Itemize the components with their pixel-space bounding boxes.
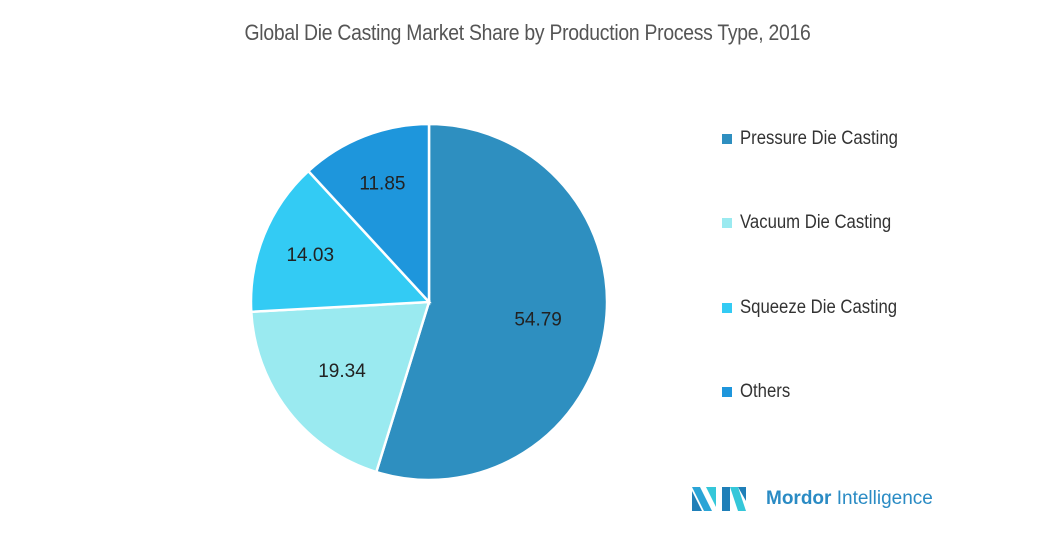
legend-swatch <box>722 134 732 144</box>
legend-swatch <box>722 387 732 397</box>
legend-item-vacuum[interactable]: Vacuum Die Casting <box>722 212 912 234</box>
pie-slice-others[interactable] <box>306 122 431 306</box>
data-label-pressure: 54.79 <box>514 310 562 331</box>
legend-label: Vacuum Die Casting <box>740 212 892 233</box>
legend-label: Others <box>740 381 791 402</box>
legend-swatch <box>722 303 732 313</box>
pie-slice-vacuum[interactable] <box>249 300 431 474</box>
legend-swatch <box>722 218 732 228</box>
chart-title: Global Die Casting Market Share by Produ… <box>244 20 811 45</box>
legend-label: Squeeze Die Casting <box>740 297 898 318</box>
legend-item-pressure[interactable]: Pressure Die Casting <box>722 128 920 150</box>
data-label-squeeze: 14.03 <box>286 245 334 266</box>
legend-item-squeeze[interactable]: Squeeze Die Casting <box>722 297 919 319</box>
legend-item-others[interactable]: Others <box>722 381 797 403</box>
logo-text: Mordor Intelligence <box>766 488 933 510</box>
logo-mark-icon <box>692 487 746 511</box>
logo-text-light: Intelligence <box>836 488 933 509</box>
pie-slice-pressure[interactable] <box>374 122 609 482</box>
data-label-vacuum: 19.34 <box>318 361 366 382</box>
legend-label: Pressure Die Casting <box>740 128 898 149</box>
pie-slice-squeeze[interactable] <box>249 169 432 314</box>
mordor-intelligence-logo: Mordor Intelligence <box>692 487 933 511</box>
data-label-others: 11.85 <box>359 174 405 195</box>
logo-text-bold: Mordor <box>766 488 832 509</box>
